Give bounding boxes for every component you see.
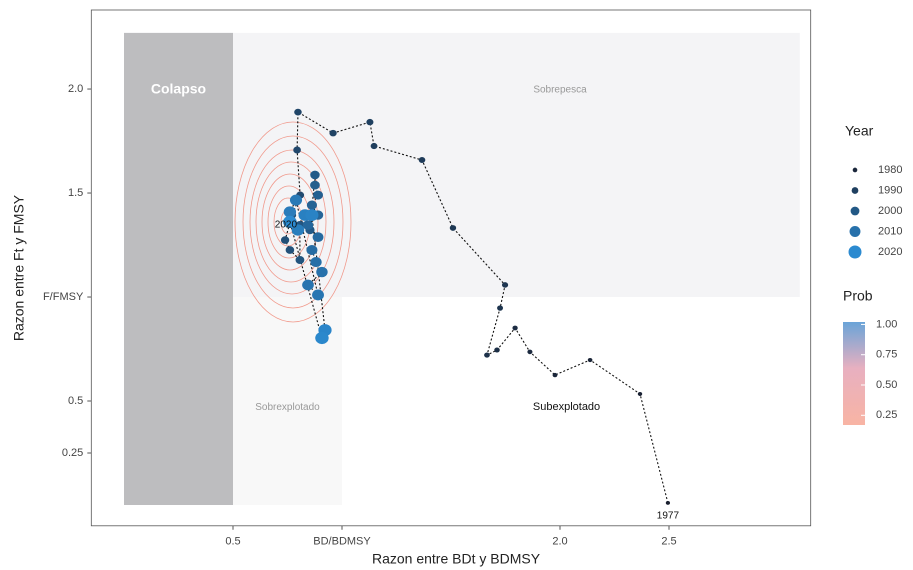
- x-tick-label: 0.5: [225, 536, 240, 548]
- point: [315, 331, 329, 345]
- point: [283, 206, 297, 218]
- x-tick-label: 2.5: [661, 536, 676, 548]
- point: [306, 200, 317, 210]
- legend-label: 2000: [878, 205, 902, 217]
- region-label: Sobrepesca: [533, 85, 587, 96]
- legend-marker: [851, 187, 859, 194]
- legend-marker: [850, 206, 860, 216]
- point: [280, 236, 290, 244]
- y-tick-label: F/FMSY: [43, 291, 84, 303]
- region-label: Sobrexplotado: [255, 402, 320, 413]
- point: [316, 266, 328, 278]
- point: [312, 232, 324, 243]
- point: [665, 501, 671, 505]
- legend-label: 1980: [878, 164, 902, 176]
- region-label: Colapso: [151, 81, 206, 97]
- point: [501, 282, 509, 288]
- point: [302, 279, 314, 291]
- legend-marker: [852, 167, 858, 173]
- point: [484, 352, 490, 358]
- point: [302, 220, 314, 230]
- region-label: Subexplotado: [533, 401, 600, 413]
- point: [637, 391, 643, 396]
- colorbar-label: 0.50: [876, 379, 897, 391]
- point: [283, 215, 297, 229]
- point: [329, 129, 337, 137]
- y-axis-title: Razon entre Ft y FMSY: [11, 194, 27, 341]
- point: [293, 146, 301, 154]
- point: [527, 349, 533, 355]
- colorbar: [843, 322, 865, 425]
- point: [305, 209, 319, 221]
- x-tick-label: 2.0: [552, 536, 567, 548]
- point: [295, 256, 305, 264]
- x-axis-title: Razon entre BDt y BDMSY: [372, 551, 541, 567]
- point: [289, 194, 303, 206]
- colorbar-title: Prob: [843, 288, 873, 304]
- point: [587, 357, 593, 363]
- point: [313, 190, 323, 200]
- point: [291, 224, 305, 236]
- point: [310, 170, 320, 180]
- point: [552, 372, 558, 378]
- point: [418, 156, 426, 163]
- colorbar-label: 1.00: [876, 318, 897, 330]
- point: [449, 225, 457, 231]
- legend-marker: [849, 226, 861, 237]
- x-tick-label: BD/BDMSY: [313, 536, 371, 548]
- colorbar-label: 0.75: [876, 349, 897, 361]
- region: [124, 32, 233, 506]
- legend-label: 2020: [878, 246, 902, 258]
- point-label: 2020: [275, 220, 298, 231]
- point: [306, 245, 318, 255]
- y-tick-label: 0.25: [62, 447, 83, 459]
- point: [294, 108, 302, 116]
- point: [366, 118, 374, 126]
- y-tick-label: 0.5: [68, 395, 83, 407]
- region: [342, 297, 800, 506]
- point: [512, 325, 518, 331]
- legend-label: 2010: [878, 225, 902, 237]
- y-tick-label: 2.0: [68, 83, 83, 95]
- point: [370, 142, 378, 150]
- region: [233, 32, 800, 298]
- trajectory: [284, 111, 669, 504]
- point: [494, 347, 500, 353]
- colorbar-label: 0.25: [876, 409, 897, 421]
- point: [497, 305, 504, 311]
- legend-title: Year: [845, 123, 874, 139]
- point: [285, 246, 295, 254]
- legend-marker: [848, 245, 862, 259]
- y-tick-label: 1.5: [68, 187, 83, 199]
- point-label: 1977: [657, 511, 680, 522]
- point: [312, 289, 324, 301]
- legend-label: 1990: [878, 184, 902, 196]
- point: [310, 180, 320, 190]
- point: [310, 256, 322, 268]
